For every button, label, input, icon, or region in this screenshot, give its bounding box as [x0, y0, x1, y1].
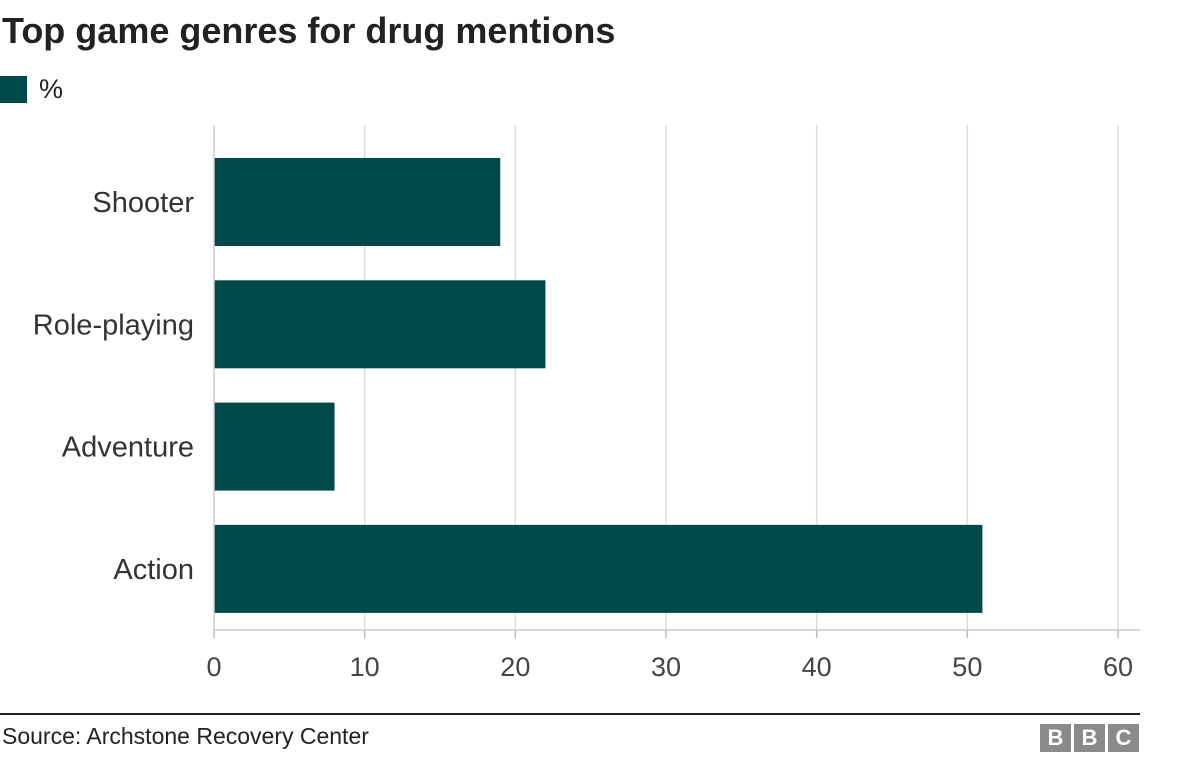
legend-label: %	[39, 73, 64, 104]
legend-swatch	[0, 75, 27, 103]
bar	[214, 524, 983, 613]
x-tick-label: 50	[952, 652, 982, 682]
x-tick-label: 10	[350, 652, 380, 682]
bbc-logo-letter: B	[1040, 724, 1071, 752]
category-label: Role-playing	[33, 309, 194, 341]
category-label: Action	[113, 554, 194, 586]
bar	[214, 280, 546, 369]
bar	[214, 158, 501, 246]
bar-chart: 0 10 20 30 40 50 60 Shooter Role-playing Adventur…	[33, 125, 1140, 682]
x-tick-label: 40	[802, 652, 832, 682]
footer-divider	[0, 713, 1140, 715]
chart-title: Top game genres for drug mentions	[2, 10, 616, 51]
bbc-logo-letter: B	[1074, 724, 1105, 752]
bbc-logo: B B C	[1040, 724, 1139, 752]
legend: %	[0, 74, 63, 104]
category-label: Shooter	[92, 187, 194, 219]
x-tick-label: 0	[206, 652, 221, 682]
bbc-logo-letter: C	[1108, 724, 1139, 752]
source-note: Source: Archstone Recovery Center	[2, 723, 369, 749]
x-tick-label: 20	[500, 652, 530, 682]
x-tick-label: 60	[1103, 652, 1133, 682]
x-tick-label: 30	[651, 652, 681, 682]
category-label: Adventure	[62, 432, 194, 464]
bar	[214, 402, 335, 491]
